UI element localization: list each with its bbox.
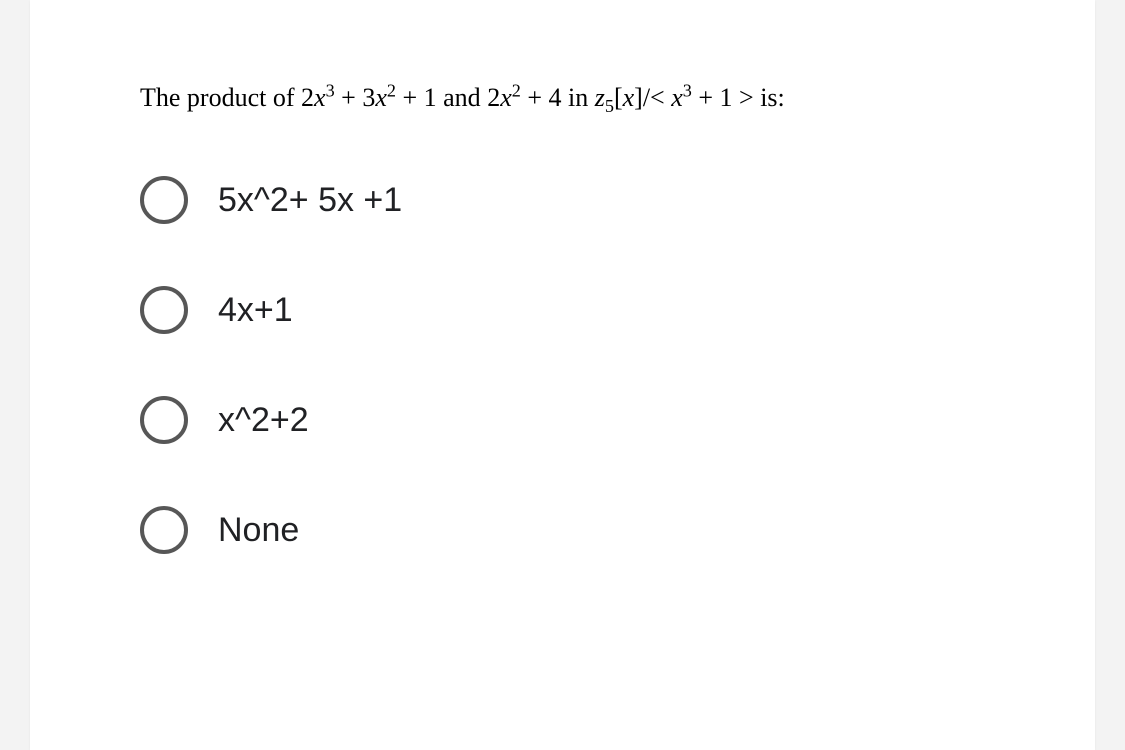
radio-icon[interactable] [140,286,188,334]
option-3[interactable]: x^2+2 [140,396,1035,444]
options-list: 5x^2+ 5x +1 4x+1 x^2+2 None [140,176,1035,554]
question-prefix: The product of [140,83,301,112]
radio-icon[interactable] [140,396,188,444]
question-mid1: and [437,83,488,112]
question-poly1: 2x3 + 3x2 + 1 [301,83,437,112]
question-suffix: is: [754,83,785,112]
option-1[interactable]: 5x^2+ 5x +1 [140,176,1035,224]
option-4[interactable]: None [140,506,1035,554]
option-label: x^2+2 [218,401,309,440]
question-mid2: in [562,83,595,112]
question-card: The product of 2x3 + 3x2 + 1 and 2x2 + 4… [30,0,1095,750]
question-ring: z5[x]/< x3 + 1 > [595,83,754,112]
question-text: The product of 2x3 + 3x2 + 1 and 2x2 + 4… [140,80,1035,116]
option-label: 4x+1 [218,291,293,330]
radio-icon[interactable] [140,506,188,554]
option-2[interactable]: 4x+1 [140,286,1035,334]
question-poly2: 2x2 + 4 [487,83,561,112]
option-label: None [218,511,299,550]
option-label: 5x^2+ 5x +1 [218,181,402,220]
radio-icon[interactable] [140,176,188,224]
